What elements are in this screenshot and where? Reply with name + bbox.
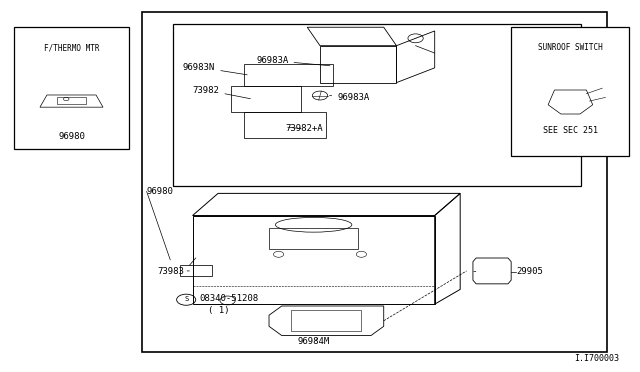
Bar [269,228,358,249]
Text: 96984M: 96984M [298,337,330,346]
Text: SEE SEC 251: SEE SEC 251 [543,126,598,135]
Text: I.I700003: I.I700003 [575,354,620,363]
Text: 73982+A: 73982+A [285,124,323,133]
Text: ( 1): ( 1) [209,306,230,315]
Text: SUNROOF SWITCH: SUNROOF SWITCH [538,43,602,52]
Text: 96980: 96980 [147,187,173,196]
Bar [14,27,129,149]
Text: 96983A: 96983A [256,56,330,66]
Text: 73983: 73983 [157,266,189,276]
Text: 96980: 96980 [58,132,85,141]
Bar [173,23,581,186]
Text: S: S [184,296,188,302]
Bar [58,97,86,104]
Bar [291,310,362,331]
Text: 08340-51208: 08340-51208 [199,294,258,303]
Text: 96983N: 96983N [183,63,247,75]
Text: 73982: 73982 [193,86,250,99]
Text: 96983A: 96983A [330,93,369,102]
Text: F/THERMO MTR: F/THERMO MTR [44,43,99,52]
Bar [141,13,607,352]
Bar [511,27,629,157]
Text: 29905: 29905 [516,267,543,276]
